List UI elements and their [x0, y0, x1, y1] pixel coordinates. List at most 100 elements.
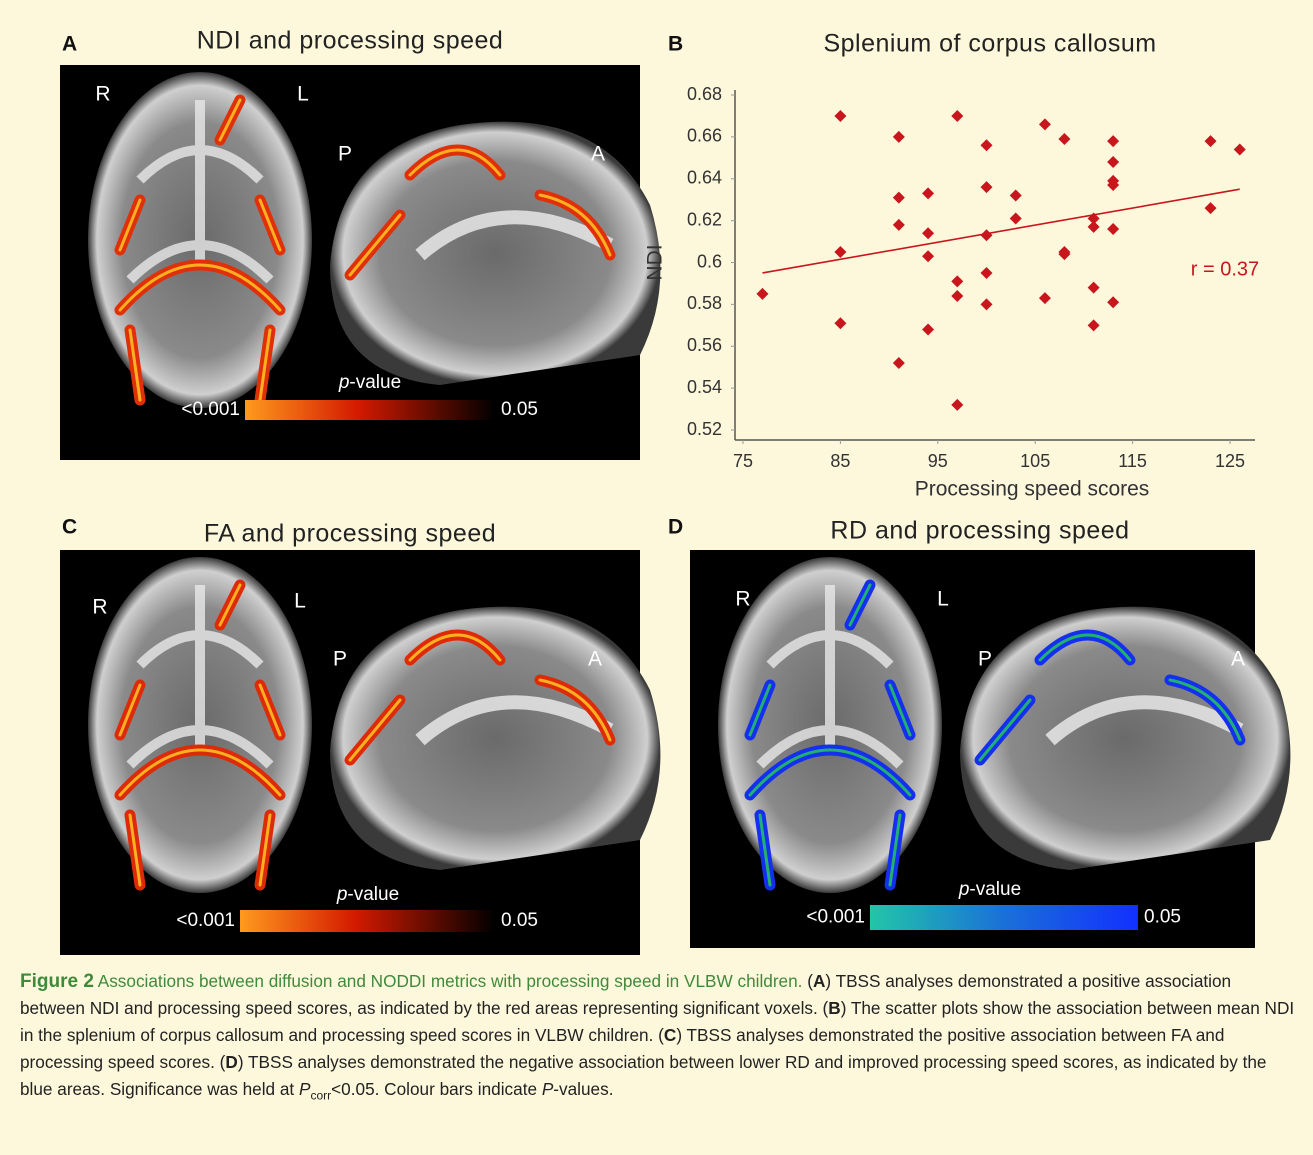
colorbar-high: 0.05	[501, 910, 538, 931]
x-tick-label: 95	[928, 451, 948, 471]
data-point	[1039, 118, 1051, 130]
orientation-label: A	[591, 143, 605, 166]
panel-letter: A	[62, 33, 77, 56]
data-point	[834, 110, 846, 122]
colorbar-low: <0.001	[176, 910, 235, 931]
data-point	[1107, 296, 1119, 308]
colorbar-low: <0.001	[181, 399, 240, 420]
data-point	[1010, 213, 1022, 225]
colorbar-title: p-value	[336, 884, 399, 905]
data-point	[834, 317, 846, 329]
y-tick-label: 0.54	[687, 377, 722, 397]
panel-letter: B	[668, 33, 683, 56]
page: {"panels":[ {"letter":"A","title":"NDI a…	[0, 0, 1313, 1155]
colorbar-title-rest: -value	[347, 884, 399, 905]
colorbar-title: p-value	[338, 372, 401, 393]
orientation-label: A	[588, 648, 602, 671]
data-point	[922, 250, 934, 262]
y-axis-label: NDI	[644, 244, 667, 280]
panel-title: NDI and processing speed	[197, 27, 504, 55]
orientation-label: A	[1231, 648, 1245, 671]
data-point	[1234, 143, 1246, 155]
data-point	[951, 110, 963, 122]
colorbar-title-rest: -value	[349, 372, 401, 393]
x-tick-label: 105	[1020, 451, 1050, 471]
colorbar	[870, 905, 1138, 930]
colorbar-low: <0.001	[806, 907, 865, 928]
data-point	[1088, 282, 1100, 294]
x-tick-label: 115	[1118, 451, 1147, 471]
orientation-label: R	[95, 83, 110, 106]
data-point	[1058, 248, 1070, 260]
data-point	[1088, 221, 1100, 233]
data-point	[922, 324, 934, 336]
orientation-label: R	[735, 588, 750, 611]
data-point	[981, 181, 993, 193]
orientation-label: L	[294, 590, 306, 613]
caption-text: <0.05. Colour bars indicate	[331, 1079, 542, 1099]
data-point	[834, 246, 846, 258]
caption: Figure 2 Associations between diffusion …	[20, 968, 1295, 1109]
data-point	[922, 187, 934, 199]
colorbar	[245, 400, 495, 420]
caption-var: P	[542, 1079, 553, 1099]
annotation: r = 0.37	[1191, 258, 1259, 280]
orientation-label: L	[937, 588, 949, 611]
colorbar-high: 0.05	[501, 399, 538, 420]
data-point	[1107, 156, 1119, 168]
caption-text: -values.	[553, 1079, 613, 1099]
y-tick-label: 0.6	[697, 251, 722, 271]
y-tick-label: 0.62	[687, 209, 722, 229]
data-point	[922, 227, 934, 239]
caption-var: P	[299, 1079, 310, 1099]
chart-title: Splenium of corpus callosum	[823, 30, 1156, 58]
colorbar-title-italic: p	[958, 879, 970, 900]
data-point	[1010, 190, 1022, 202]
caption-ref: B	[828, 998, 840, 1018]
data-point	[1039, 292, 1051, 304]
y-tick-label: 0.66	[687, 126, 722, 146]
x-tick-label: 75	[733, 451, 753, 471]
colorbar-high: 0.05	[1144, 907, 1181, 928]
panel-letter: D	[668, 516, 683, 539]
data-point	[951, 275, 963, 287]
data-point	[893, 357, 905, 369]
caption-sub: corr	[310, 1088, 331, 1102]
y-tick-label: 0.56	[687, 335, 722, 355]
data-point	[951, 399, 963, 411]
orientation-label: P	[978, 648, 992, 671]
colorbar-title-italic: p	[338, 372, 350, 393]
panel-letter: C	[62, 516, 77, 539]
x-tick-label: 125	[1215, 451, 1245, 471]
y-tick-label: 0.64	[687, 168, 722, 188]
orientation-label: P	[333, 648, 347, 671]
data-point	[1107, 135, 1119, 147]
data-point	[756, 288, 768, 300]
orientation-label: R	[92, 596, 107, 619]
colorbar	[240, 910, 495, 932]
figure-title: Associations between diffusion and NODDI…	[98, 971, 803, 991]
y-tick-label: 0.58	[687, 293, 722, 313]
caption-ref: A	[813, 971, 825, 991]
colorbar-title-italic: p	[336, 884, 348, 905]
data-point	[893, 192, 905, 204]
data-point	[1088, 319, 1100, 331]
colorbar-title: p-value	[958, 879, 1021, 900]
x-tick-label: 85	[830, 451, 850, 471]
data-point	[893, 219, 905, 231]
caption-ref: D	[225, 1052, 237, 1072]
orientation-label: L	[297, 83, 309, 106]
data-point	[981, 267, 993, 279]
panel-title: RD and processing speed	[830, 517, 1129, 545]
data-point	[1205, 202, 1217, 214]
colorbar-title-rest: -value	[969, 879, 1021, 900]
panel-title: FA and processing speed	[204, 520, 496, 548]
data-point	[1205, 135, 1217, 147]
data-point	[893, 131, 905, 143]
trend-line	[762, 189, 1239, 273]
data-point	[981, 139, 993, 151]
data-point	[981, 298, 993, 310]
y-tick-label: 0.52	[687, 419, 722, 439]
orientation-label: P	[338, 143, 352, 166]
